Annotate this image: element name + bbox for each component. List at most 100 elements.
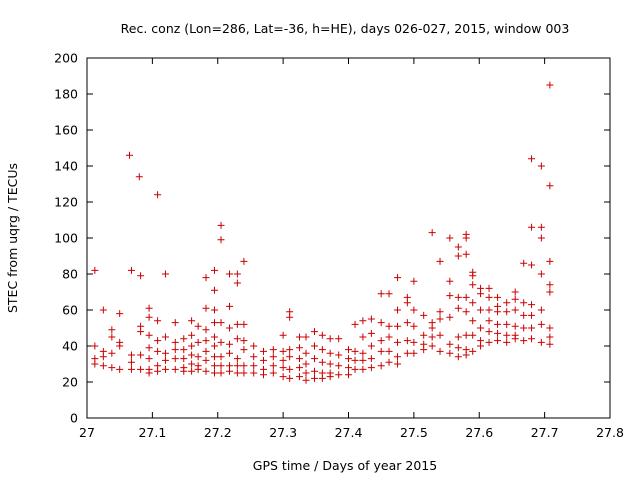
data-point	[410, 277, 418, 285]
data-point	[394, 360, 402, 368]
data-point	[385, 358, 393, 366]
data-point	[462, 234, 470, 242]
data-point	[279, 364, 287, 372]
data-point	[446, 349, 454, 357]
data-point	[537, 338, 545, 346]
data-point	[91, 342, 99, 350]
data-point	[494, 308, 502, 316]
data-point	[318, 358, 326, 366]
x-tick-label: 27.3	[269, 425, 297, 440]
data-point	[202, 356, 210, 364]
data-point	[385, 322, 393, 330]
data-point	[403, 337, 411, 345]
data-point	[528, 335, 536, 343]
data-point	[503, 320, 511, 328]
data-point	[233, 279, 241, 287]
data-point	[477, 290, 485, 298]
data-point	[99, 353, 107, 361]
data-point	[154, 337, 162, 345]
data-point	[410, 338, 418, 346]
data-point	[226, 349, 234, 357]
data-point	[454, 252, 462, 260]
data-point	[202, 304, 210, 312]
data-point	[217, 353, 225, 361]
data-point	[367, 329, 375, 337]
data-point	[359, 333, 367, 341]
data-point	[394, 306, 402, 314]
data-point	[351, 365, 359, 373]
data-point	[194, 338, 202, 346]
data-point	[335, 335, 343, 343]
data-point	[446, 292, 454, 300]
data-point	[154, 347, 162, 355]
data-point	[188, 317, 196, 325]
y-axis-label: STEC from uqrg / TECUs	[5, 163, 20, 313]
data-point	[137, 272, 145, 280]
data-point	[367, 364, 375, 372]
data-point	[537, 270, 545, 278]
data-point	[226, 367, 234, 375]
plot-frame	[86, 57, 611, 419]
data-point	[537, 320, 545, 328]
x-tick-label: 27.4	[335, 425, 363, 440]
data-point	[326, 349, 334, 357]
data-point	[269, 362, 277, 370]
data-point	[286, 365, 294, 373]
data-point	[528, 155, 536, 163]
y-tick-label: 120	[54, 195, 78, 210]
data-point	[135, 173, 143, 181]
data-point	[511, 335, 519, 343]
y-tick-label: 60	[62, 303, 78, 318]
x-tick-label: 27.8	[596, 425, 624, 440]
data-point	[295, 373, 303, 381]
data-point	[161, 270, 169, 278]
data-point	[202, 326, 210, 334]
data-point	[311, 342, 319, 350]
data-point	[528, 301, 536, 309]
data-point	[260, 356, 268, 364]
data-point	[446, 277, 454, 285]
data-point	[359, 356, 367, 364]
data-point	[180, 367, 188, 375]
data-point	[210, 353, 218, 361]
data-point	[233, 369, 241, 377]
data-point	[210, 362, 218, 370]
data-point	[210, 319, 218, 327]
data-point	[318, 374, 326, 382]
data-point	[446, 340, 454, 348]
data-point	[410, 306, 418, 314]
data-point	[145, 313, 153, 321]
data-point	[161, 349, 169, 357]
data-point	[116, 310, 124, 318]
data-point	[469, 272, 477, 280]
data-point	[454, 344, 462, 352]
data-point	[520, 311, 528, 319]
data-point	[210, 306, 218, 314]
data-point	[240, 346, 248, 354]
data-point	[171, 365, 179, 373]
data-point	[137, 365, 145, 373]
data-point	[469, 281, 477, 289]
y-axis: 0 20 40 60 80 100 120 140 160 180 200	[54, 51, 610, 426]
data-point	[210, 369, 218, 377]
y-tick-label: 100	[54, 231, 78, 246]
data-point	[462, 293, 470, 301]
data-point	[217, 362, 225, 370]
data-point	[462, 331, 470, 339]
data-point	[154, 317, 162, 325]
data-point	[161, 333, 169, 341]
data-point	[403, 319, 411, 327]
data-point	[485, 338, 493, 346]
data-point	[436, 308, 444, 316]
data-point	[240, 320, 248, 328]
data-point	[127, 266, 135, 274]
data-point	[537, 162, 545, 170]
data-point	[240, 369, 248, 377]
data-point	[345, 364, 352, 372]
data-point	[127, 365, 135, 373]
y-tick-label: 180	[54, 87, 78, 102]
chart-title: Rec. conz (Lon=286, Lat=-36, h=HE), days…	[121, 21, 570, 36]
data-point	[351, 347, 359, 355]
data-point	[171, 319, 179, 327]
